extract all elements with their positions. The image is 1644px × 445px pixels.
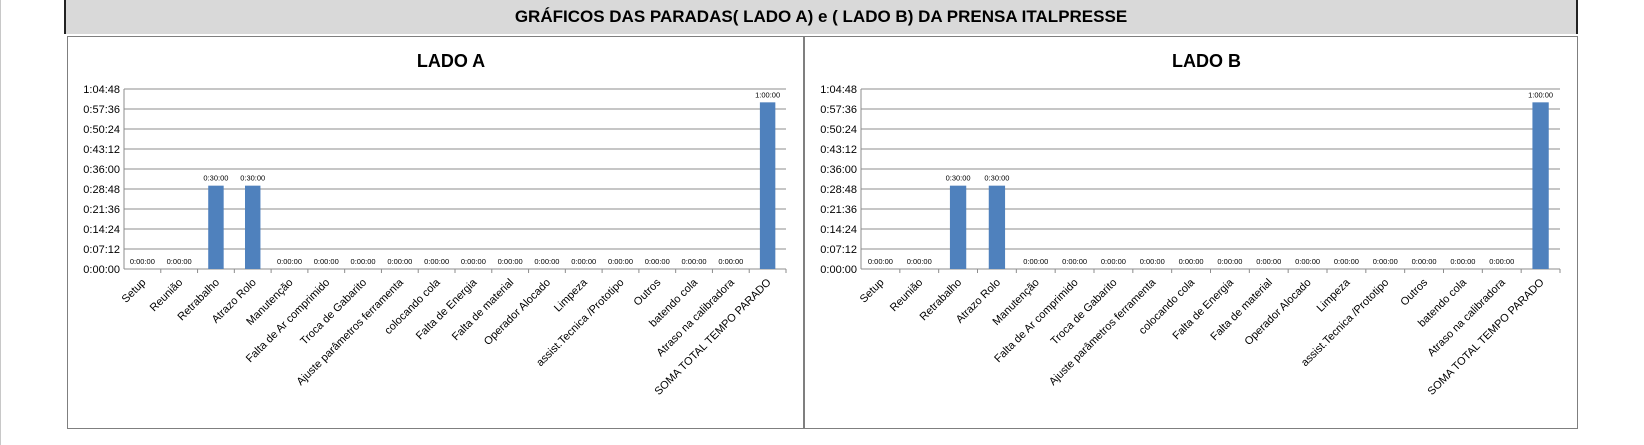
page-left-edge	[0, 0, 1, 445]
y-tick-label: 0:21:36	[83, 204, 120, 216]
bar	[759, 102, 776, 269]
x-tick-label: Setup	[120, 277, 149, 306]
data-label: 0:30:00	[946, 174, 971, 183]
y-tick-label: 0:28:48	[83, 184, 120, 196]
bar	[244, 185, 261, 269]
x-tick-label: Setup	[858, 277, 887, 306]
y-tick-label: 0:00:00	[820, 264, 857, 276]
chart-svg: LADO A 0:00:00 0:07:12 0:14:24 0:21:36 0:28:4…	[83, 51, 787, 398]
y-tick-label: 0:57:36	[820, 104, 857, 116]
data-label: 0:00:00	[1256, 257, 1281, 266]
data-label: 0:00:00	[424, 257, 449, 266]
data-label: 0:00:00	[868, 257, 893, 266]
chart-svg: LADO B 0:00:00 0:07:12 0:14:24 0:21:36 0:28:4…	[820, 51, 1561, 398]
x-tick-label: Troca de Gabarito	[1049, 277, 1120, 348]
y-tick-label: 0:28:48	[820, 184, 857, 196]
data-label: 0:30:00	[240, 174, 265, 183]
x-tick-label: Limpeza	[1315, 276, 1354, 315]
data-label: 1:00:00	[755, 90, 780, 99]
x-tick-label: Troca de Gabarito	[298, 277, 369, 348]
y-tick-label: 0:50:24	[820, 124, 857, 136]
data-label: 0:00:00	[608, 257, 633, 266]
data-label: 0:00:00	[907, 257, 932, 266]
y-tick-label: 1:04:48	[820, 84, 857, 96]
banner-title: GRÁFICOS DAS PARADAS( LADO A) e ( LADO B…	[64, 0, 1578, 34]
bar	[949, 185, 967, 269]
y-tick-label: 0:21:36	[820, 204, 857, 216]
data-label: 0:00:00	[130, 257, 155, 266]
data-label: 0:00:00	[645, 257, 670, 266]
chart-panel-lado-b: LADO B 0:00:00 0:07:12 0:14:24 0:21:36 0:28:4…	[804, 36, 1578, 429]
data-label: 0:00:00	[1489, 257, 1514, 266]
bar	[1532, 102, 1549, 269]
data-label: 0:00:00	[277, 257, 302, 266]
data-label: 0:00:00	[1412, 257, 1437, 266]
y-tick-label: 0:14:24	[83, 224, 120, 236]
data-label: 0:00:00	[571, 257, 596, 266]
y-tick-label: 0:00:00	[83, 264, 120, 276]
chart-panel-lado-a: LADO A 0:00:00 0:07:12 0:14:24 0:21:36 0:28:4…	[67, 36, 804, 429]
data-label: 0:00:00	[1217, 257, 1242, 266]
data-label: 0:30:00	[984, 174, 1009, 183]
data-label: 0:00:00	[1373, 257, 1398, 266]
y-tick-label: 0:43:12	[83, 144, 120, 156]
data-label: 0:00:00	[1334, 257, 1359, 266]
data-label: 0:00:00	[1062, 257, 1087, 266]
data-label: 0:00:00	[1295, 257, 1320, 266]
chart-title: LADO A	[417, 51, 485, 71]
data-label: 0:00:00	[461, 257, 486, 266]
data-label: 0:00:00	[387, 257, 412, 266]
y-tick-label: 0:50:24	[83, 124, 120, 136]
data-label: 0:00:00	[314, 257, 339, 266]
data-label: 0:00:00	[534, 257, 559, 266]
x-tick-label: Outros	[632, 276, 664, 308]
data-label: 0:00:00	[682, 257, 707, 266]
y-tick-label: 0:07:12	[83, 244, 120, 256]
y-tick-label: 1:04:48	[83, 84, 120, 96]
y-tick-label: 0:43:12	[820, 144, 857, 156]
data-label: 1:00:00	[1528, 90, 1553, 99]
y-tick-label: 0:07:12	[820, 244, 857, 256]
y-tick-label: 0:14:24	[820, 224, 857, 236]
y-tick-label: 0:57:36	[83, 104, 120, 116]
data-label: 0:00:00	[1179, 257, 1204, 266]
data-label: 0:00:00	[1101, 257, 1126, 266]
bar	[988, 185, 1006, 269]
bar	[208, 185, 224, 269]
data-label: 0:00:00	[718, 257, 743, 266]
chart-title: LADO B	[1172, 51, 1241, 71]
x-tick-label: Outros	[1398, 276, 1430, 308]
y-tick-label: 0:36:00	[820, 164, 857, 176]
data-label: 0:30:00	[203, 174, 228, 183]
y-tick-label: 0:36:00	[83, 164, 120, 176]
data-label: 0:00:00	[1450, 257, 1475, 266]
x-tick-label: Reunião	[888, 277, 925, 314]
data-label: 0:00:00	[498, 257, 523, 266]
x-tick-label: Operador Alocado	[1243, 277, 1314, 348]
data-label: 0:00:00	[167, 257, 192, 266]
x-tick-label: Reunião	[148, 277, 185, 314]
x-tick-label: Operador Alocado	[482, 277, 553, 348]
data-label: 0:00:00	[1140, 257, 1165, 266]
data-label: 0:00:00	[1023, 257, 1048, 266]
data-label: 0:00:00	[351, 257, 376, 266]
